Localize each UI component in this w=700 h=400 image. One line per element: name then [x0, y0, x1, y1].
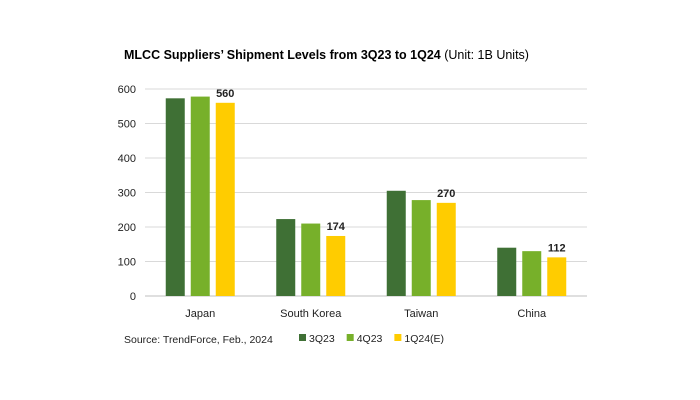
legend-label: 3Q23 [309, 333, 335, 345]
bar-3q23-china [497, 247, 517, 296]
category-label: Japan [185, 308, 215, 320]
category-label: South Korea [280, 308, 342, 320]
x-axis-categories: Japan South Korea Taiwan China [185, 308, 547, 320]
y-tick-label: 500 [118, 119, 136, 131]
y-tick-label: 600 [118, 84, 136, 96]
legend-swatch [394, 334, 402, 341]
bar-4q23-china [522, 251, 542, 296]
chart-title-main: MLCC Suppliers’ Shipment Levels from 3Q2… [124, 48, 441, 62]
legend: 3Q23 4Q23 1Q24(E) [299, 333, 444, 345]
bar-4q23-taiwan [411, 200, 431, 296]
source-note: Source: TrendForce, Feb., 2024 [124, 334, 273, 346]
bar-4q23-south-korea [301, 223, 321, 296]
bar-1q24-e--japan [215, 102, 235, 296]
data-label: 112 [548, 242, 566, 254]
y-tick-label: 300 [118, 188, 136, 200]
legend-swatch [346, 334, 354, 341]
y-tick-label: 400 [118, 153, 136, 165]
legend-label: 4Q23 [357, 333, 383, 345]
bar-4q23-japan [190, 96, 210, 296]
category-label: Taiwan [404, 308, 438, 320]
data-label: 174 [327, 221, 346, 233]
category-label: China [517, 308, 547, 320]
bar-1q24-e--taiwan [436, 202, 456, 296]
y-tick-label: 0 [130, 291, 136, 303]
bar-1q24-e--china [547, 257, 567, 296]
y-axis-ticks: 0 100 200 300 400 500 600 [118, 84, 136, 303]
y-tick-label: 100 [118, 257, 136, 269]
bar-1q24-e--south-korea [326, 235, 346, 296]
data-label: 560 [216, 88, 234, 100]
bar-3q23-japan [165, 98, 185, 296]
gridlines [145, 88, 587, 297]
y-tick-label: 200 [118, 222, 136, 234]
bar-3q23-taiwan [386, 190, 406, 296]
bar-3q23-south-korea [276, 219, 296, 296]
chart-title: MLCC Suppliers’ Shipment Levels from 3Q2… [124, 48, 529, 62]
bars [165, 96, 567, 296]
data-label: 270 [437, 188, 455, 200]
chart-title-unit: (Unit: 1B Units) [441, 48, 529, 62]
legend-label: 1Q24(E) [404, 333, 444, 345]
legend-swatch [299, 334, 306, 341]
data-labels: 560 174 270 112 [216, 88, 566, 255]
